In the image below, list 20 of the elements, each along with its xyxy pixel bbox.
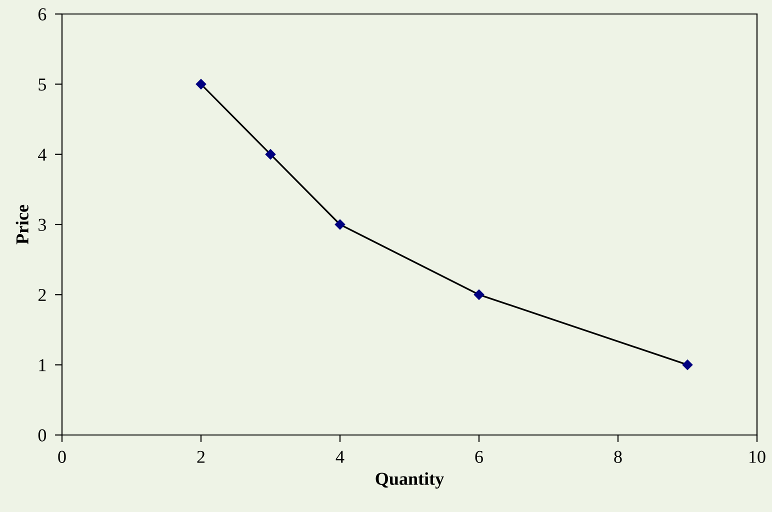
point [196, 79, 206, 90]
x-tick-label: 0 [58, 450, 66, 463]
x-tick-label: 6 [475, 450, 483, 463]
x-axis-title: Quantity [376, 472, 444, 489]
y-tick-label: 0 [38, 429, 46, 442]
point [334, 219, 346, 230]
point [265, 149, 276, 160]
y-tick-label: 5 [38, 78, 46, 91]
y-tick-label: 1 [39, 359, 46, 372]
y-axis-title: Price [16, 204, 28, 244]
point [682, 360, 693, 370]
point [474, 290, 484, 300]
x-tick-label: 8 [614, 450, 622, 463]
x-tick-label: 2 [197, 450, 205, 463]
y-tick-label: 3 [38, 218, 46, 231]
y-tick-label: 2 [38, 288, 46, 301]
y-tick-label: 6 [38, 8, 46, 20]
x-tick-label: 4 [336, 450, 344, 463]
x-tick-label: 10 [750, 450, 766, 463]
y-tick-label: 4 [38, 148, 46, 161]
